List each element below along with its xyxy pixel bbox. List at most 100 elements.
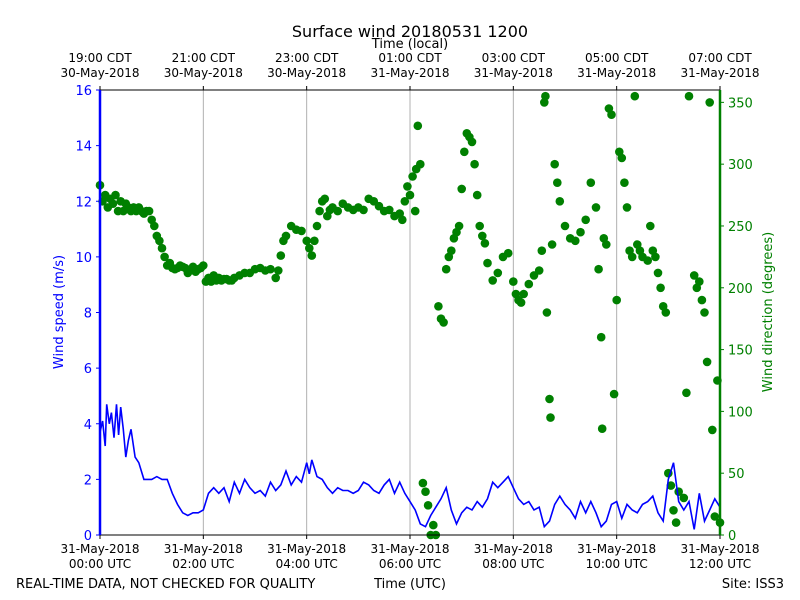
bottom-tick-time: 06:00 UTC bbox=[379, 557, 441, 571]
direction-point bbox=[679, 493, 689, 503]
top-tick-date: 31-May-2018 bbox=[474, 66, 553, 80]
bottom-tick-time: 08:00 UTC bbox=[482, 557, 544, 571]
direction-point bbox=[108, 199, 118, 208]
direction-point bbox=[405, 190, 415, 200]
bottom-tick-time: 10:00 UTC bbox=[586, 557, 648, 571]
direction-point bbox=[700, 308, 709, 317]
top-tick-time: 01:00 CDT bbox=[378, 51, 442, 65]
direction-point bbox=[160, 252, 169, 262]
direction-point bbox=[622, 203, 632, 212]
top-tick-date: 31-May-2018 bbox=[577, 66, 656, 80]
direction-point bbox=[493, 268, 503, 278]
direction-point bbox=[689, 271, 699, 280]
direction-point bbox=[274, 266, 283, 275]
bottom-tick-time: 04:00 UTC bbox=[276, 557, 338, 571]
left-tick-label: 14 bbox=[75, 140, 92, 155]
wind-speed-line bbox=[99, 404, 721, 530]
direction-point bbox=[705, 98, 714, 107]
direction-point bbox=[534, 266, 544, 275]
right-tick-label: 100 bbox=[728, 405, 753, 420]
direction-point bbox=[524, 279, 534, 289]
direction-point bbox=[602, 240, 611, 249]
top-tick-date: 31-May-2018 bbox=[370, 66, 449, 80]
bottom-axis-label: Time (UTC) bbox=[373, 577, 446, 592]
direction-point bbox=[553, 178, 562, 187]
direction-point bbox=[403, 182, 412, 191]
left-tick-label: 16 bbox=[75, 84, 92, 99]
chart-title: Surface wind 20180531 1200 bbox=[292, 22, 528, 41]
direction-point bbox=[656, 283, 665, 293]
bottom-tick-time: 00:00 UTC bbox=[69, 557, 131, 571]
direction-point bbox=[545, 394, 554, 404]
direction-point bbox=[305, 243, 314, 253]
direction-point bbox=[682, 388, 691, 398]
direction-point bbox=[646, 221, 655, 231]
direction-point bbox=[684, 91, 694, 101]
direction-point bbox=[400, 197, 410, 206]
left-tick-label: 0 bbox=[84, 529, 92, 544]
direction-point bbox=[410, 206, 420, 216]
direction-point bbox=[651, 252, 660, 262]
top-tick-date: 30-May-2018 bbox=[164, 66, 243, 80]
right-tick-label: 150 bbox=[728, 344, 753, 359]
bottom-tick-date: 31-May-2018 bbox=[164, 542, 243, 556]
direction-point bbox=[591, 203, 601, 212]
direction-point bbox=[542, 308, 552, 317]
top-tick-date: 30-May-2018 bbox=[60, 66, 139, 80]
top-tick-time: 23:00 CDT bbox=[275, 51, 339, 65]
bottom-tick-date: 31-May-2018 bbox=[370, 542, 449, 556]
direction-point bbox=[697, 295, 707, 305]
top-tick-date: 30-May-2018 bbox=[267, 66, 346, 80]
direction-point bbox=[320, 194, 330, 204]
direction-point bbox=[653, 268, 663, 278]
bottom-tick-date: 31-May-2018 bbox=[577, 542, 656, 556]
direction-point bbox=[576, 227, 585, 237]
direction-point bbox=[695, 277, 704, 286]
wind-direction-series bbox=[95, 91, 725, 540]
direction-point bbox=[199, 261, 208, 270]
direction-point bbox=[441, 264, 451, 274]
direction-point bbox=[423, 501, 433, 510]
direction-point bbox=[447, 246, 456, 255]
direction-point bbox=[516, 298, 526, 307]
direction-point bbox=[271, 273, 281, 283]
direction-point bbox=[597, 424, 607, 434]
direction-point bbox=[457, 184, 467, 194]
direction-point bbox=[413, 121, 423, 131]
direction-point bbox=[315, 206, 324, 216]
direction-point bbox=[418, 478, 428, 488]
direction-point bbox=[627, 252, 637, 262]
bottom-tick-date: 31-May-2018 bbox=[60, 542, 139, 556]
direction-point bbox=[385, 205, 394, 215]
top-tick-time: 05:00 CDT bbox=[585, 51, 649, 65]
direction-point bbox=[620, 178, 629, 187]
direction-point bbox=[421, 487, 430, 497]
left-tick-label: 8 bbox=[84, 307, 92, 322]
direction-point bbox=[483, 258, 492, 268]
direction-point bbox=[429, 520, 438, 530]
direction-point bbox=[276, 251, 286, 260]
left-tick-label: 6 bbox=[84, 362, 92, 377]
direction-point bbox=[708, 425, 717, 435]
right-tick-label: 300 bbox=[728, 158, 753, 173]
direction-point bbox=[671, 518, 681, 527]
right-tick-label: 200 bbox=[728, 282, 753, 297]
direction-point bbox=[333, 206, 343, 216]
bottom-tick-date: 31-May-2018 bbox=[474, 542, 553, 556]
footer-site: Site: ISS3 bbox=[722, 577, 784, 592]
top-tick-time: 07:00 CDT bbox=[688, 51, 752, 65]
top-tick-time: 19:00 CDT bbox=[68, 51, 132, 65]
direction-point bbox=[609, 389, 619, 399]
direction-point bbox=[470, 159, 479, 169]
direction-point bbox=[398, 215, 407, 225]
direction-point bbox=[281, 231, 291, 241]
direction-point bbox=[439, 318, 448, 327]
direction-point bbox=[467, 137, 477, 147]
direction-point bbox=[416, 159, 425, 169]
direction-point bbox=[630, 91, 640, 101]
direction-point bbox=[586, 178, 596, 187]
direction-point bbox=[434, 302, 443, 311]
